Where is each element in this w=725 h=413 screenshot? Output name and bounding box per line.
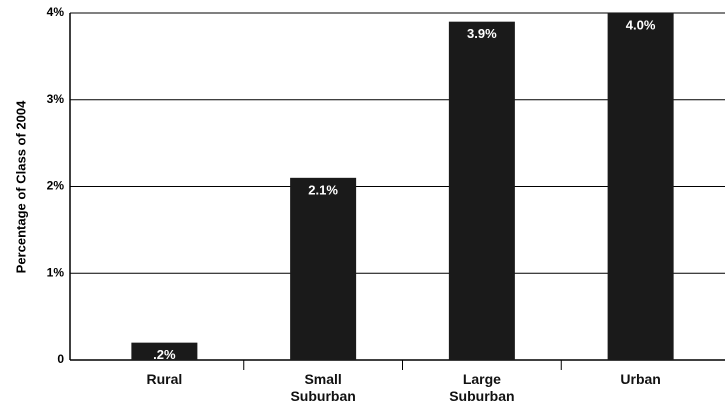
value-label: 3.9% [467, 26, 497, 41]
bar [607, 13, 674, 360]
bar [131, 342, 198, 360]
x-tick-label: Rural [146, 371, 183, 387]
bar [290, 177, 357, 360]
x-tick-label: Urban [620, 371, 661, 387]
value-label: 4.0% [626, 17, 656, 32]
y-tick-label: 1% [47, 265, 65, 279]
y-tick-label: 2% [47, 179, 65, 193]
value-label: .2% [153, 347, 176, 362]
y-tick-label: 3% [47, 92, 65, 106]
y-tick-label: 4% [47, 5, 65, 19]
bar [448, 21, 515, 361]
y-axis-title: Percentage of Class of 2004 [13, 100, 28, 273]
x-tick-label: Large Suburban [449, 371, 515, 404]
x-tick-label: Small Suburban [290, 371, 356, 404]
y-tick-label: 0 [57, 352, 64, 366]
value-label: 2.1% [308, 182, 338, 197]
